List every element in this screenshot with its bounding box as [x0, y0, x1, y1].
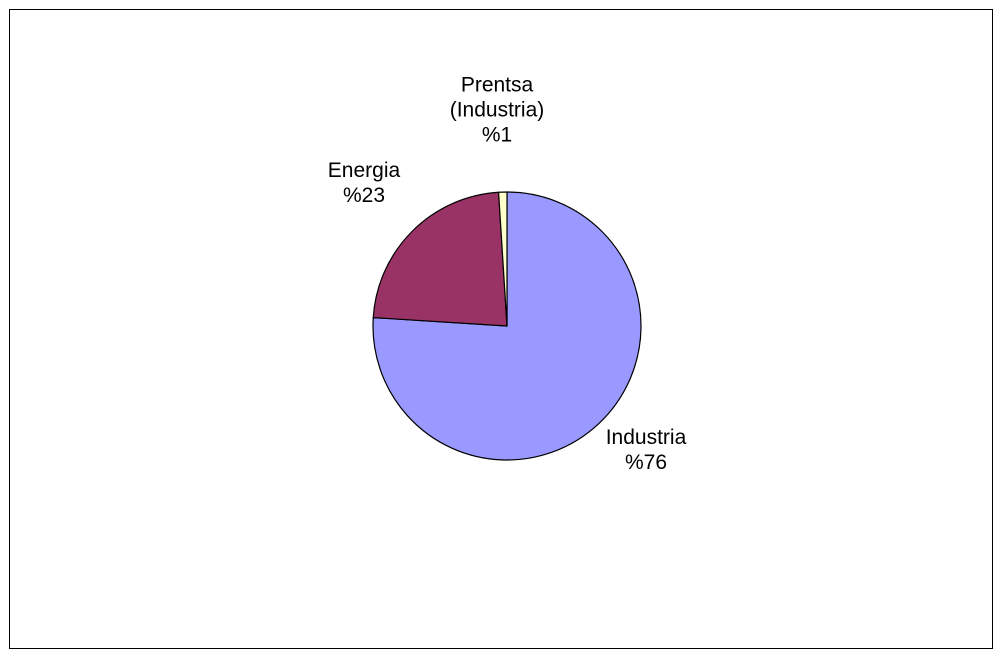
- slice-label-energia: Energia %23: [328, 159, 401, 207]
- pie-slice-energia: [372, 191, 508, 327]
- slice-label-industria: Industria %76: [606, 426, 687, 474]
- pie-chart: Industria %76 Energia %23 Prentsa (Industria)…: [328, 74, 687, 475]
- pie-slice-prentsa-industria: [497, 191, 508, 327]
- pie-slice-industria: [372, 191, 642, 461]
- slice-label-prentsa-industria: Prentsa (Industria) %1: [450, 74, 545, 147]
